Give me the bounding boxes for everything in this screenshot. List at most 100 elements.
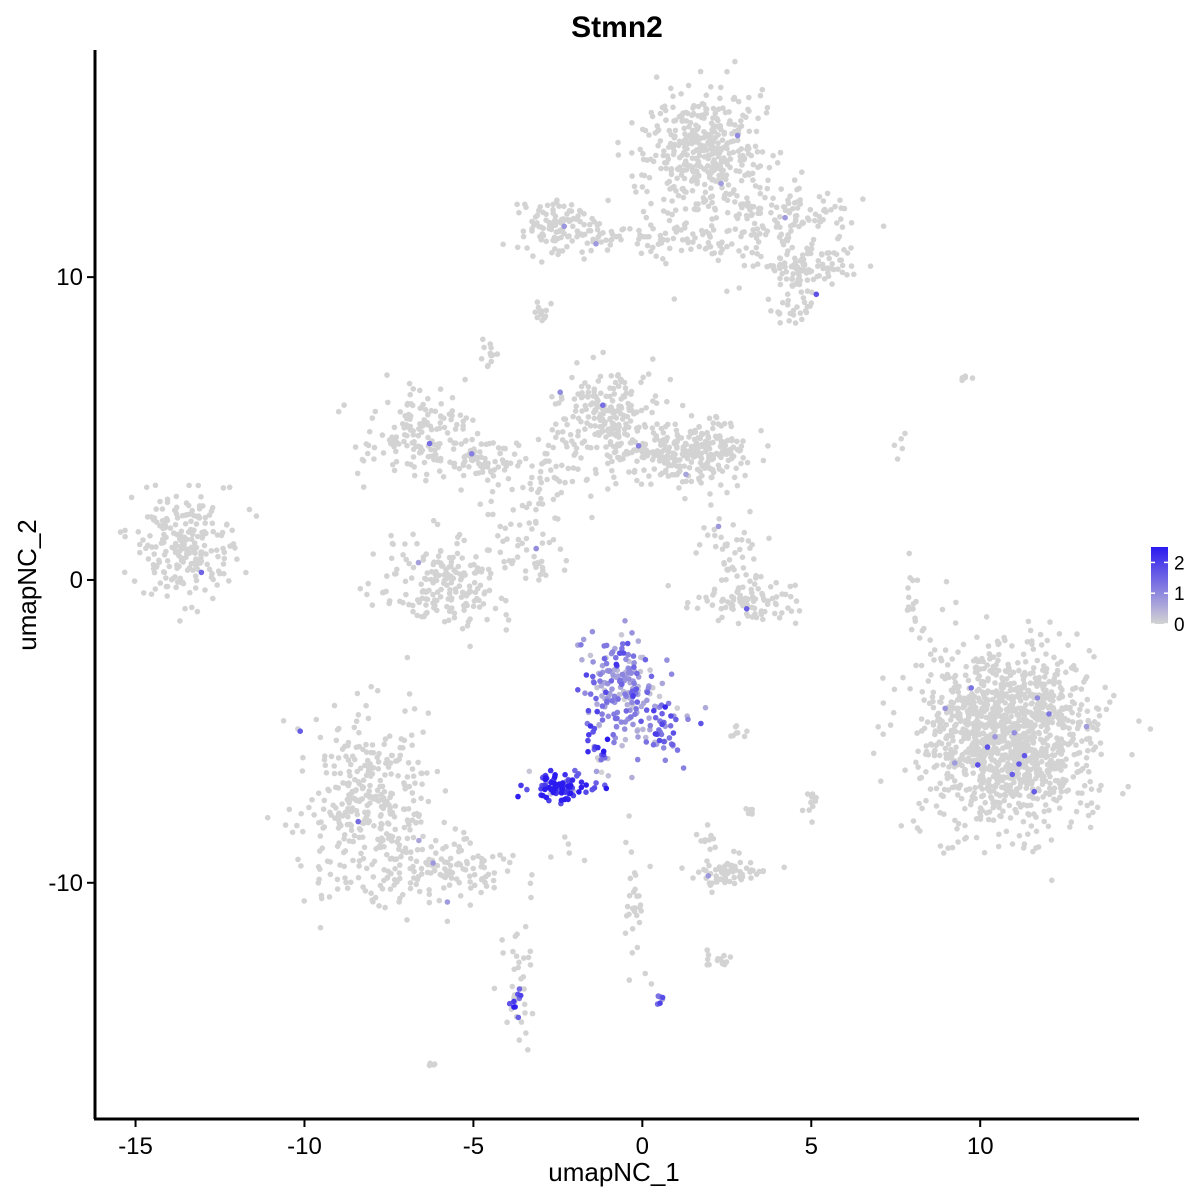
cell-point [746,172,752,178]
cell-point [1103,706,1110,713]
cell-point [751,605,758,612]
cell-point [719,184,725,191]
cell-point [189,531,196,538]
cell-point [430,860,436,866]
cell-point [1077,719,1084,725]
cell-point [650,244,656,251]
cell-point [442,788,449,794]
cell-point [349,753,356,759]
cell-point [471,579,478,586]
cell-point [491,985,498,992]
cell-point [698,480,704,486]
cell-point [703,106,710,113]
cell-point [589,215,595,222]
cell-point [696,475,702,482]
cell-point [383,760,389,766]
cell-point [1063,777,1069,784]
cell-point [657,449,664,456]
cell-point [419,846,426,853]
cell-point [737,447,744,453]
cell-point [375,766,382,772]
cell-point [622,618,628,624]
cell-point [576,207,583,214]
cell-point [514,554,521,560]
cell-point [502,525,509,532]
cell-point [609,431,616,437]
cell-point [948,773,955,780]
cell-point [749,541,755,548]
cell-point [632,872,639,878]
cell-point [721,195,727,201]
cell-point [652,437,658,443]
cell-point [719,137,726,143]
cell-point [578,383,585,390]
cell-point [844,250,851,256]
cell-point [435,553,442,559]
cell-point [725,182,732,188]
cell-point [663,117,669,123]
cell-point [1036,766,1043,773]
cell-point [384,573,390,579]
cell-point [990,663,996,670]
cell-point [188,536,195,543]
cell-point [475,853,481,859]
cell-point [635,443,642,449]
cell-point [974,747,980,753]
cell-point [793,598,800,604]
legend-tick-label: 2 [1174,553,1185,574]
cell-point [634,458,640,465]
cell-point [404,400,411,407]
cell-point [718,534,724,541]
cell-point [1073,808,1080,815]
cell-point [996,651,1002,658]
cell-point [448,875,455,881]
cell-point [693,831,700,838]
cell-point [756,205,763,212]
cell-point [513,953,520,959]
cell-point [433,850,439,856]
cell-point [609,649,616,655]
cell-point [709,199,715,206]
cell-point [332,815,338,821]
cell-point [658,425,665,432]
cell-point [492,458,498,465]
cell-point [1025,811,1031,817]
cell-point [137,549,143,556]
cell-point [441,572,447,578]
cell-point [1075,712,1082,718]
cell-point [799,252,806,258]
cell-point [528,894,534,901]
cell-point [726,109,732,115]
cell-point [587,691,594,697]
cell-point [646,473,652,479]
cell-point [317,734,324,741]
cell-point [829,281,835,287]
cell-point [447,459,453,466]
cell-point [341,863,348,870]
cell-point [449,408,456,414]
cell-point [758,253,764,260]
cell-point [650,356,656,362]
cell-point [674,457,681,464]
cell-point [652,703,658,710]
cell-point [413,858,420,865]
cell-point [564,243,570,250]
cell-point [724,288,730,295]
cell-point [418,819,424,825]
cell-point [848,263,855,269]
cell-point [1034,771,1040,777]
cell-point [387,886,394,892]
cell-point [794,304,800,310]
cell-point [970,770,976,776]
cell-point [627,226,633,232]
cell-point [337,770,344,777]
cell-point [935,717,941,724]
cell-point [461,454,468,460]
cell-point [985,816,992,823]
cell-point [1015,660,1021,666]
cell-point [1000,738,1007,744]
cell-point [568,202,575,208]
cell-point [925,752,932,758]
cell-point [704,947,710,953]
cell-point [416,599,423,606]
